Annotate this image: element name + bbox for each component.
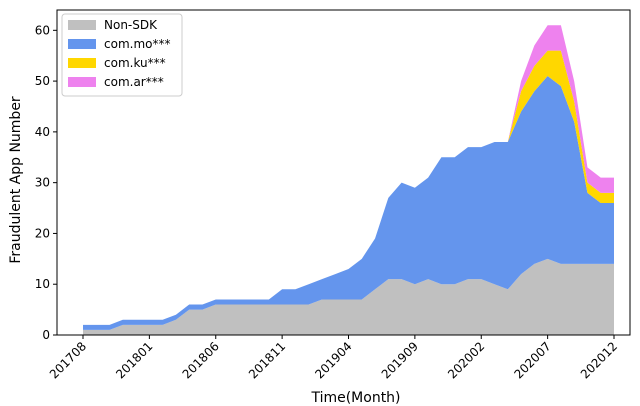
legend-label: Non-SDK: [104, 18, 158, 32]
legend-box: [61, 13, 183, 97]
y-axis-label: Fraudulent App Number: [8, 96, 24, 264]
legend: Non-SDK com.mo*** com.ku*** com.ar***: [61, 13, 183, 97]
area: [83, 50, 614, 325]
y-tick-label: 40: [35, 125, 50, 139]
y-tick-label: 30: [35, 176, 50, 190]
legend-swatch: [68, 77, 96, 87]
legend-swatch: [68, 58, 96, 68]
x-tick-label: 201909: [379, 339, 421, 381]
x-axis-label: Time(Month): [310, 390, 400, 406]
x-tick-label: 202002: [445, 339, 487, 381]
y-tick-label: 10: [35, 277, 50, 291]
legend-label: com.mo***: [104, 37, 170, 51]
x-tick-label: 201811: [246, 339, 288, 381]
legend-label: com.ar***: [104, 75, 164, 89]
y-tick-label: 20: [35, 226, 50, 240]
area: [83, 258, 614, 335]
legend-label: com.ku***: [104, 56, 166, 70]
x-tick-label: 201801: [113, 339, 155, 381]
x-tick-label: 201806: [180, 339, 222, 381]
plot-frame: [56, 9, 631, 336]
x-tick-label: 202012: [578, 339, 620, 381]
area: [83, 76, 614, 330]
y-tick-label: 50: [35, 74, 50, 88]
legend-swatch: [68, 20, 96, 30]
x-tick-label: 201904: [312, 339, 354, 381]
y-tick-label: 0: [42, 328, 50, 342]
legend-swatch: [68, 39, 96, 49]
x-tick-label: 202007: [511, 339, 553, 381]
y-tick-label: 60: [35, 23, 50, 37]
x-tick-label: 201708: [47, 339, 89, 381]
